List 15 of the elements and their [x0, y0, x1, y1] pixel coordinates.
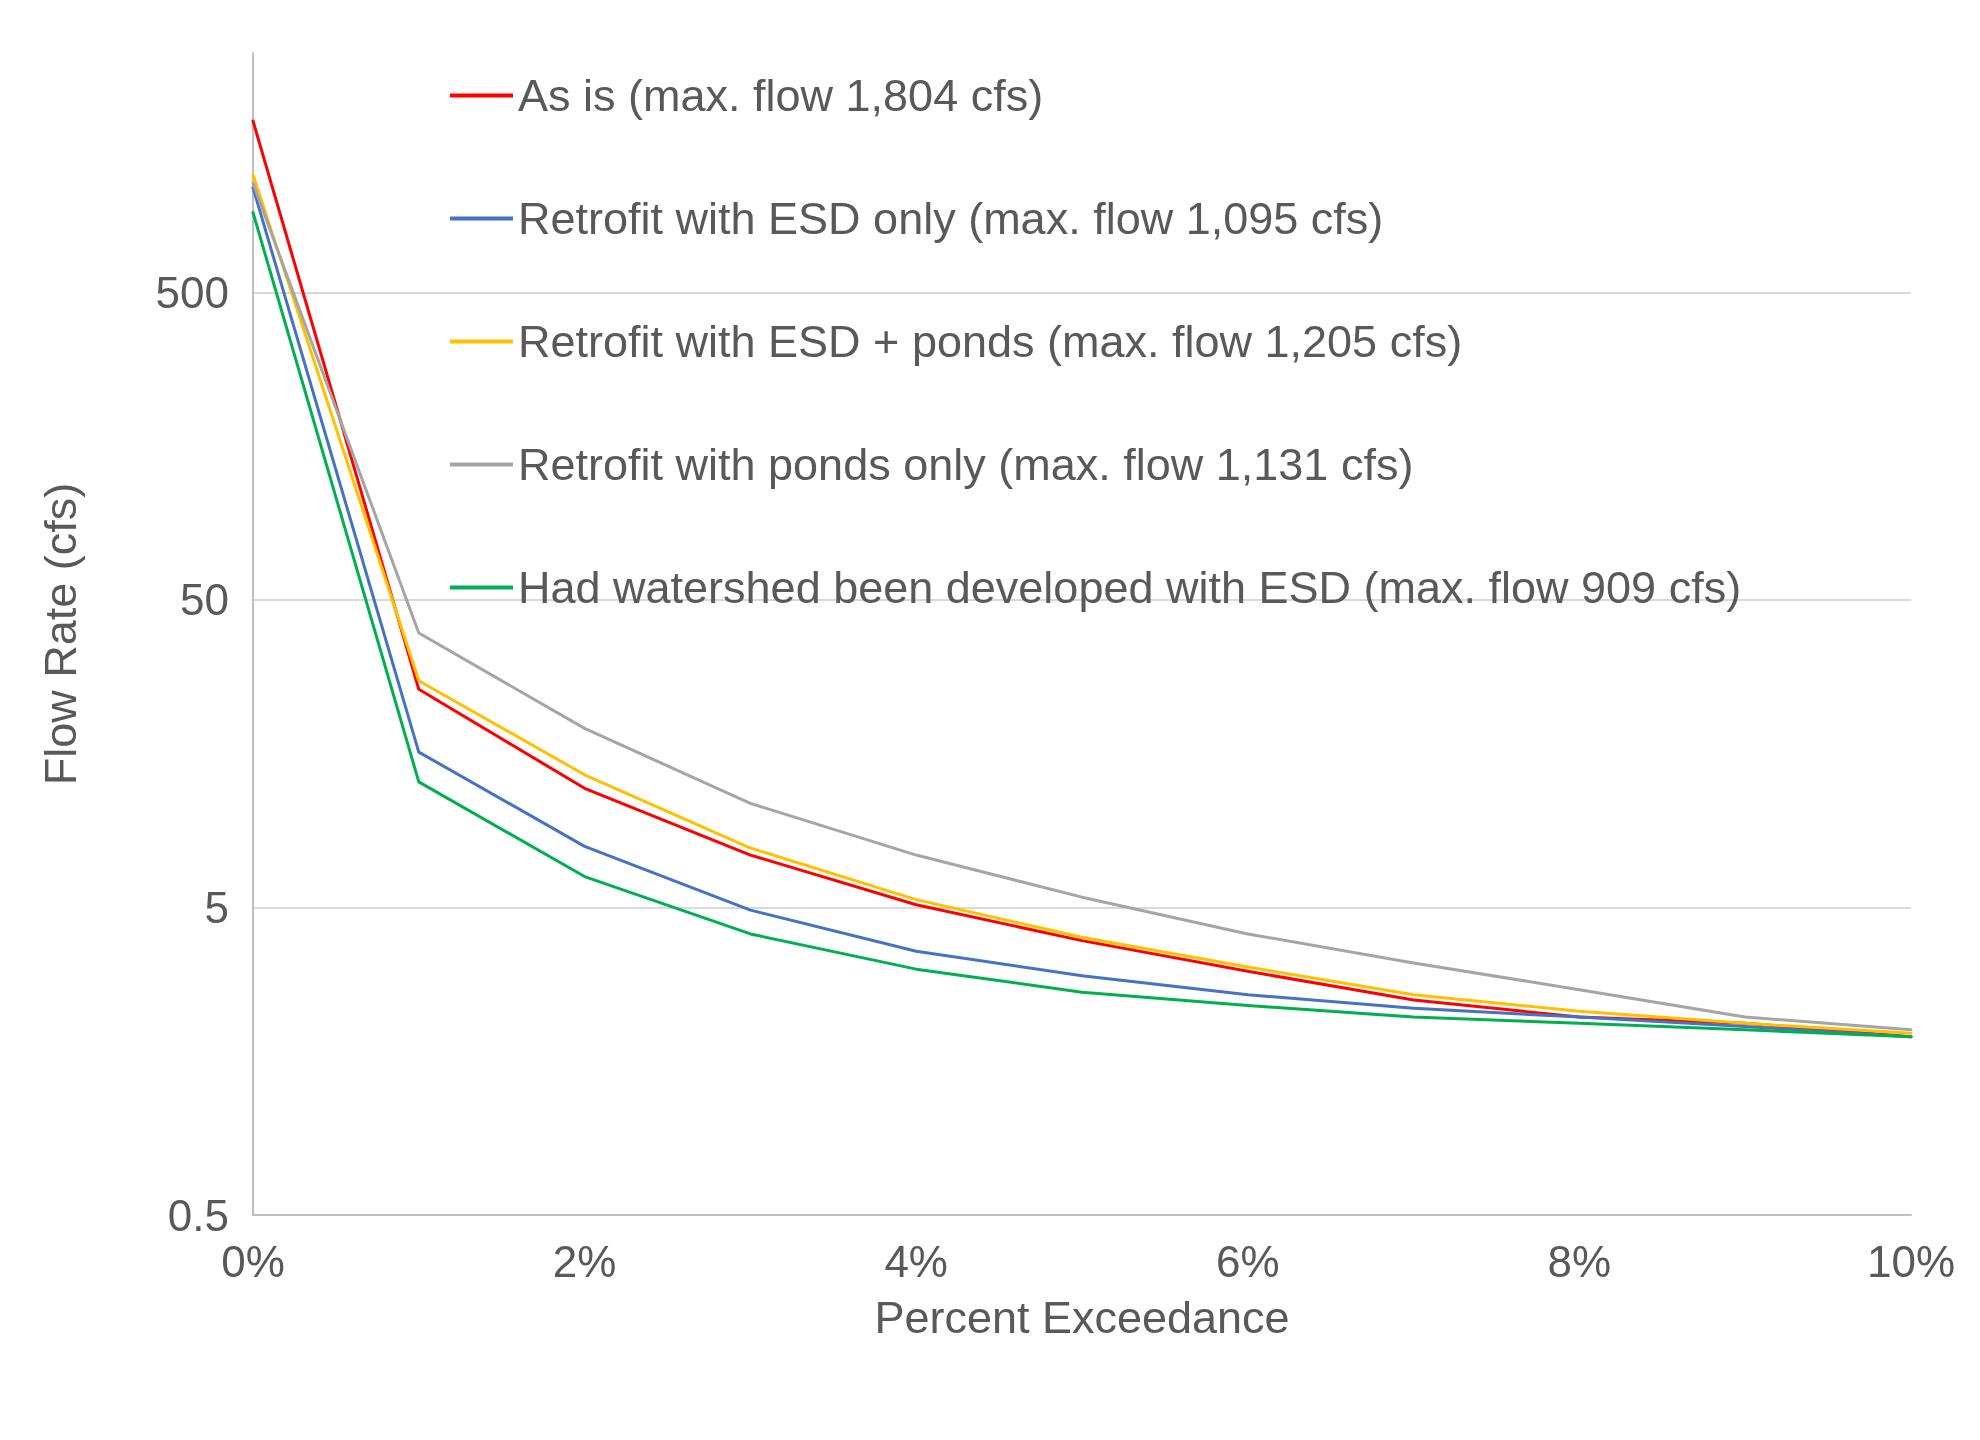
legend-label: Had watershed been developed with ESD (max. flow 909 cfs) [518, 562, 1742, 613]
x-tick-label: 6% [1216, 1236, 1280, 1286]
x-axis-title: Percent Exceedance [874, 1292, 1290, 1343]
legend-label: Retrofit with ponds only (max. flow 1,131 cfs) [518, 439, 1414, 490]
x-tick-label: 4% [884, 1236, 948, 1286]
legend-label: Retrofit with ESD + ponds (max. flow 1,205 cfs) [518, 316, 1463, 367]
y-tick-label: 500 [155, 267, 229, 317]
x-tick-label: 10% [1866, 1236, 1956, 1286]
y-tick-label: 50 [180, 575, 229, 625]
y-axis-title: Flow Rate (cfs) [35, 482, 86, 786]
legend-label: Retrofit with ESD only (max. flow 1,095 cfs) [518, 193, 1384, 244]
y-tick-label: 5 [204, 882, 229, 932]
x-tick-label: 8% [1547, 1236, 1612, 1286]
legend-label: As is (max. flow 1,804 cfs) [518, 70, 1044, 121]
x-tick-label: 2% [552, 1236, 617, 1286]
